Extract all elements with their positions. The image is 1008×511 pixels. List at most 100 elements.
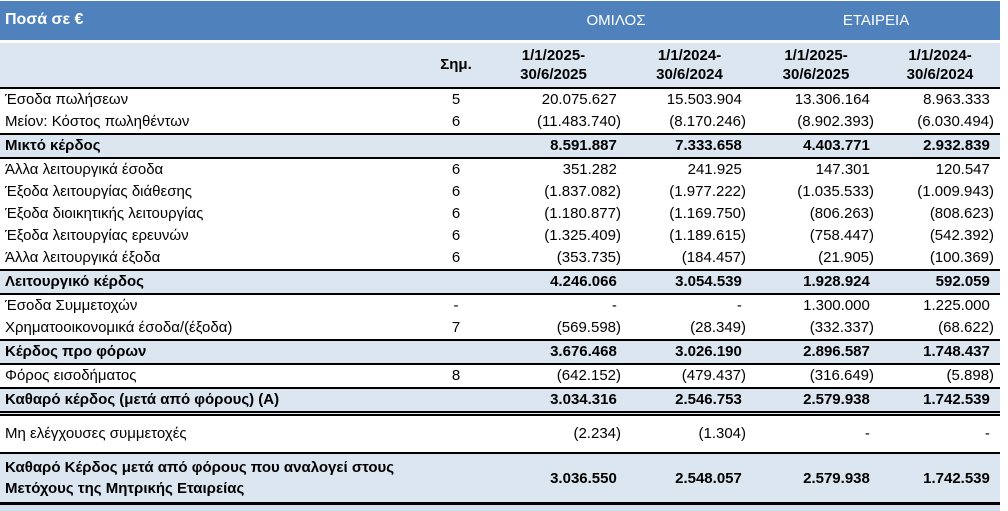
row-label: Έσοδα Συμμετοχών [0,294,432,317]
row-value: - [880,413,1001,453]
notes-column-header: Σημ. [432,41,480,89]
row-label: Έσοδα πωλήσεων [0,88,432,111]
row-value: (806.263) [752,203,881,225]
period-line: 1/1/2024- [908,46,972,64]
row-value: (1.977.222) [627,181,753,203]
row-value: (758.447) [752,225,881,247]
row-label: Έξοδα διοικητικής λειτουργίας [0,203,432,225]
row-value: (808.623) [880,203,1001,225]
row-label: Έξοδα λειτουργίας ερευνών [0,225,432,247]
row-value: (2.234) [480,413,627,453]
row-note: 6 [432,181,480,203]
row-value: 4.403.771 [752,133,881,159]
period-header-company-current: 1/1/2025- 30/6/2025 [752,41,881,89]
row-value: 7.333.658 [627,133,753,159]
table-row: Καθαρό Κέρδος μετά από φόρους που αναλογ… [0,452,1001,505]
row-note [432,339,480,365]
table-row: Έξοδα διοικητικής λειτουργίας 6 (1.180.877… [0,203,1001,225]
row-value: (11.483.740) [480,111,627,134]
row-label: Άλλα λειτουργικά έσοδα [0,158,432,181]
period-line: 1/1/2025- [521,46,586,64]
row-value: (28.349) [627,317,753,340]
row-label: Καθαρό Κέρδος μετά από φόρους που αναλογ… [0,452,432,505]
row-value: 8.591.887 [480,133,627,159]
company-section-header: ΕΤΑΙΡΕΙΑ [752,1,1001,43]
period-header-company-prior: 1/1/2024- 30/6/2024 [880,41,1001,89]
row-value: (184.457) [627,247,753,270]
row-value: (353.735) [480,247,627,270]
row-value: (8.170.246) [627,111,753,134]
row-note: 6 [432,225,480,247]
title-band-row: Ποσά σε € ΟΜΙΛΟΣ ΕΤΑΙΡΕΙΑ [0,1,1001,43]
row-note [432,452,480,505]
row-value: (1.009.943) [880,181,1001,203]
table-row: Έξοδα λειτουργίας ερευνών 6 (1.325.409) (1.… [0,225,1001,247]
table-body: Έσοδα πωλήσεων 5 20.075.627 15.503.904 13.… [0,88,1001,505]
row-value: 120.547 [880,158,1001,181]
period-line: 30/6/2024 [906,65,974,83]
row-value: (1.325.409) [480,225,627,247]
row-value: (1.180.877) [480,203,627,225]
row-note: 6 [432,203,480,225]
row-label: Φόρος εισοδήματος [0,364,432,388]
row-value: 1.225.000 [880,294,1001,317]
row-value: 241.925 [627,158,753,181]
row-value: - [627,294,753,317]
row-value: 15.503.904 [627,88,753,111]
table-row: Καθαρό κέρδος (μετά από φόρους) (Α) 3.034… [0,387,1001,416]
period-header-row: Σημ. 1/1/2025- 30/6/2025 1/1/2024- 30/6/… [0,41,1001,89]
row-value: 3.036.550 [480,452,627,505]
row-value: 8.963.333 [880,88,1001,111]
table-row: Έσοδα Συμμετοχών - - - 1.300.000 1.225.000 [0,294,1001,317]
row-value: (21.905) [752,247,881,270]
row-value: (100.369) [880,247,1001,270]
row-value: 3.034.316 [480,387,627,416]
row-value: - [480,294,627,317]
row-value: (332.337) [752,317,881,340]
row-value: 20.075.627 [480,88,627,111]
row-value: (68.622) [880,317,1001,340]
row-label: Κέρδος προ φόρων [0,339,432,365]
row-value: (1.837.082) [480,181,627,203]
row-note: 6 [432,158,480,181]
table-row: Λειτουργικό κέρδος 4.246.066 3.054.539 1.… [0,269,1001,295]
table-row: Μικτό κέρδος 8.591.887 7.333.658 4.403.77… [0,133,1001,159]
period-header-group-prior: 1/1/2024- 30/6/2024 [627,41,753,89]
row-label: Καθαρό κέρδος (μετά από φόρους) (Α) [0,387,432,416]
next-row-sliver [0,505,1000,511]
row-value: 1.748.437 [880,339,1001,365]
row-label: Άλλα λειτουργικά έξοδα [0,247,432,270]
row-value: (5.898) [880,364,1001,388]
row-label: Λειτουργικό κέρδος [0,269,432,295]
row-value: 2.579.938 [752,387,881,416]
period-line: 1/1/2024- [657,46,722,64]
period-line: 1/1/2025- [784,46,848,64]
row-value: 2.548.057 [627,452,753,505]
empty-header-cell [0,41,432,89]
row-value: - [752,413,881,453]
period-line: 30/6/2024 [656,65,723,83]
row-value: 1.742.539 [880,387,1001,416]
table-row: Μείον: Κόστος πωληθέντων 6 (11.483.740) (8.… [0,111,1001,134]
row-value: (1.035.533) [752,181,881,203]
row-value: 147.301 [752,158,881,181]
period-header-group-current: 1/1/2025- 30/6/2025 [480,41,627,89]
row-value: 2.896.587 [752,339,881,365]
row-value: (1.304) [627,413,753,453]
table-row: Έξοδα λειτουργίας διάθεσης 6 (1.837.082) (1… [0,181,1001,203]
row-label: Μείον: Κόστος πωληθέντων [0,111,432,134]
row-value: 4.246.066 [480,269,627,295]
table-row: Κέρδος προ φόρων 3.676.468 3.026.190 2.89… [0,339,1001,365]
row-note: 5 [432,88,480,111]
row-label: Μικτό κέρδος [0,133,432,159]
row-note: - [432,294,480,317]
row-value: (542.392) [880,225,1001,247]
row-value: (316.649) [752,364,881,388]
amounts-unit-label: Ποσά σε € [0,1,432,43]
row-note [432,133,480,159]
table-row: Φόρος εισοδήματος 8 (642.152) (479.437) (316… [0,364,1001,388]
row-value: (479.437) [627,364,753,388]
row-note: 6 [432,111,480,134]
period-line: 30/6/2025 [520,65,587,83]
